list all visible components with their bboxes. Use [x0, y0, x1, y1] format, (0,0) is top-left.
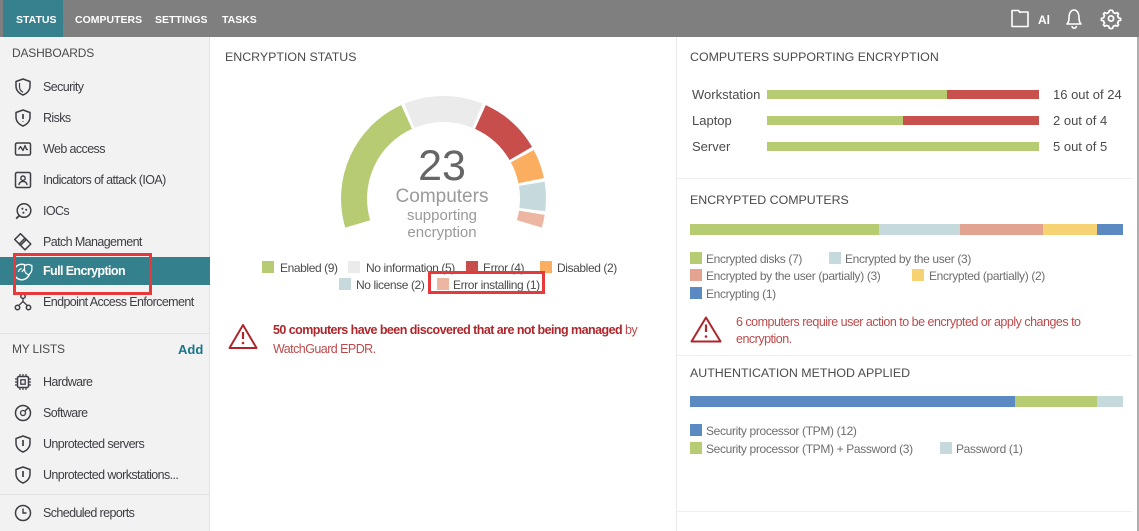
svg-text:All: All — [1038, 13, 1050, 27]
